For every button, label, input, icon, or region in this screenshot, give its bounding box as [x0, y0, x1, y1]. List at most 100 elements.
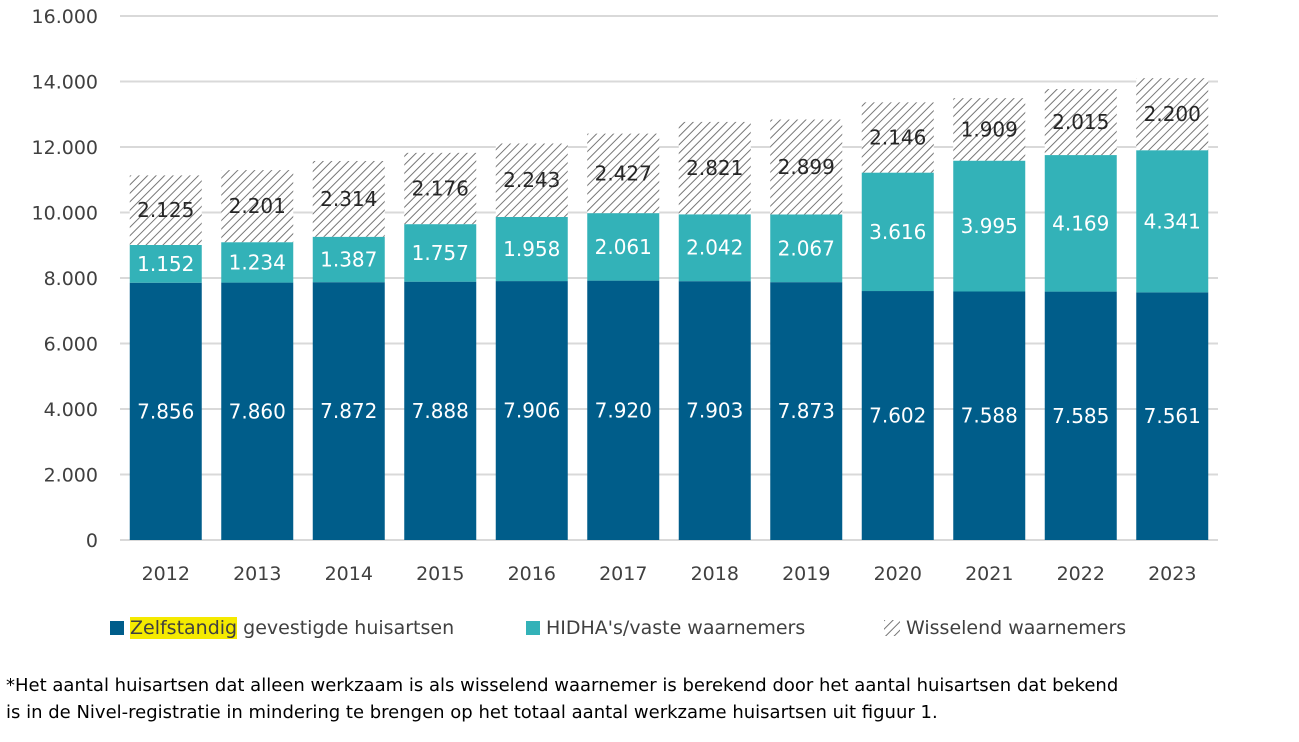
data-label: 7.920: [595, 398, 652, 422]
data-label: 2.015: [1052, 110, 1109, 134]
bar-segment: [953, 98, 1026, 161]
footnote-line: *Het aantal huisartsen dat alleen werkza…: [6, 675, 1119, 696]
bar-segment: [678, 214, 751, 282]
y-tick-label: 14.000: [32, 72, 98, 94]
y-tick-label: 6.000: [44, 334, 98, 356]
bar-segment: [770, 282, 843, 540]
x-tick-label: 2014: [325, 563, 373, 585]
bar-segment: [312, 236, 385, 283]
bar-segment: [221, 242, 294, 283]
data-label: 7.860: [229, 399, 286, 423]
legend-label: HIDHA's/vaste waarnemers: [546, 617, 806, 639]
bar-segment: [404, 281, 477, 540]
bar-segment: [678, 281, 751, 540]
bar-segment: [404, 152, 477, 225]
data-label: 1.152: [137, 252, 194, 276]
legend-label: gevestigde huisartsen: [237, 617, 455, 639]
data-label: 2.042: [686, 236, 743, 260]
data-label: 3.995: [961, 214, 1018, 238]
data-label: 1.757: [412, 241, 469, 265]
data-label: 4.169: [1052, 211, 1109, 235]
legend-label-highlight: Zelfstandig: [130, 617, 238, 639]
data-label: 2.146: [869, 125, 926, 149]
data-label: 2.243: [503, 168, 560, 192]
data-label: 2.200: [1144, 102, 1201, 126]
bar-segment: [495, 216, 568, 282]
data-label: 1.909: [961, 117, 1018, 141]
data-label: 7.888: [412, 399, 469, 423]
x-tick-label: 2019: [782, 563, 830, 585]
data-label: 2.821: [686, 156, 743, 180]
bar-segment: [1044, 291, 1117, 540]
stacked-bar-chart: 0 2.000 4.000 6.000 8.000 10.000 12.000 14.000 1…: [32, 6, 1218, 585]
bar-segment: [129, 244, 202, 283]
footnote-line: is in de Nivel-registratie in mindering …: [6, 702, 938, 723]
x-tick-label: 2023: [1148, 563, 1196, 585]
bar-segment: [953, 160, 1026, 292]
bar-segment: [495, 281, 568, 540]
data-label: 7.561: [1144, 404, 1201, 428]
bar-segment: [312, 282, 385, 540]
bar-segment: [953, 291, 1026, 540]
bar-segment: [678, 121, 751, 215]
bar-segment: [1136, 292, 1209, 540]
y-tick-label: 12.000: [32, 137, 98, 159]
bar-segment: [861, 102, 934, 173]
data-label: 2.899: [778, 155, 835, 179]
data-label: 7.873: [778, 399, 835, 423]
data-label: 4.341: [1144, 209, 1201, 233]
y-tick-label: 16.000: [32, 6, 98, 28]
bar-segment: [861, 172, 934, 292]
data-label: 7.872: [320, 399, 377, 423]
bar-segment: [312, 160, 385, 237]
bar-segment: [1136, 150, 1209, 293]
data-label: 1.958: [503, 237, 560, 261]
bar-segment: [1136, 78, 1209, 151]
legend-item-zelfstandig: Zelfstandig gevestigde huisartsen: [110, 617, 454, 639]
data-label: 2.176: [412, 176, 469, 200]
bar-segment: [221, 170, 294, 243]
y-tick-label: 0: [86, 530, 98, 552]
x-tick-label: 2021: [965, 563, 1013, 585]
legend-label: Wisselend waarnemers: [906, 617, 1127, 639]
x-tick-label: 2018: [691, 563, 739, 585]
bar-segment: [1044, 89, 1117, 156]
y-tick-label: 8.000: [44, 268, 98, 290]
data-label: 7.585: [1052, 404, 1109, 428]
data-label: 2.061: [595, 235, 652, 259]
bar-segment: [861, 291, 934, 540]
data-label: 1.387: [320, 247, 377, 271]
bar-segment: [221, 282, 294, 540]
bar-segment: [129, 282, 202, 540]
data-label: 2.427: [595, 161, 652, 185]
bar-segment: [587, 133, 660, 214]
bar-segment: [129, 175, 202, 245]
legend-item-wisselend: Wisselend waarnemers: [884, 617, 1126, 639]
data-label: 7.906: [503, 399, 560, 423]
data-label: 3.616: [869, 220, 926, 244]
bar-segment: [1044, 155, 1117, 292]
data-label: 7.903: [686, 399, 743, 423]
x-tick-label: 2012: [142, 563, 190, 585]
data-label: 1.234: [229, 250, 286, 274]
data-label: 2.125: [137, 198, 194, 222]
bar-segment: [587, 280, 660, 540]
legend-swatch: [526, 621, 540, 635]
data-label: 7.856: [137, 399, 194, 423]
x-tick-label: 2017: [599, 563, 647, 585]
x-tick-label: 2015: [416, 563, 464, 585]
x-tick-label: 2020: [874, 563, 922, 585]
x-tick-label: 2016: [508, 563, 556, 585]
x-tick-label: 2022: [1057, 563, 1105, 585]
bar-segment: [404, 224, 477, 282]
bar-segment: [770, 214, 843, 283]
legend-swatch: [110, 621, 124, 635]
y-tick-label: 2.000: [44, 465, 98, 487]
bar-segment: [770, 119, 843, 215]
data-label: 2.067: [778, 236, 835, 260]
data-label: 2.314: [320, 187, 377, 211]
bar-segment: [587, 213, 660, 281]
legend-swatch-hatched: [884, 620, 900, 636]
x-tick-label: 2013: [233, 563, 281, 585]
data-label: 7.588: [961, 404, 1018, 428]
